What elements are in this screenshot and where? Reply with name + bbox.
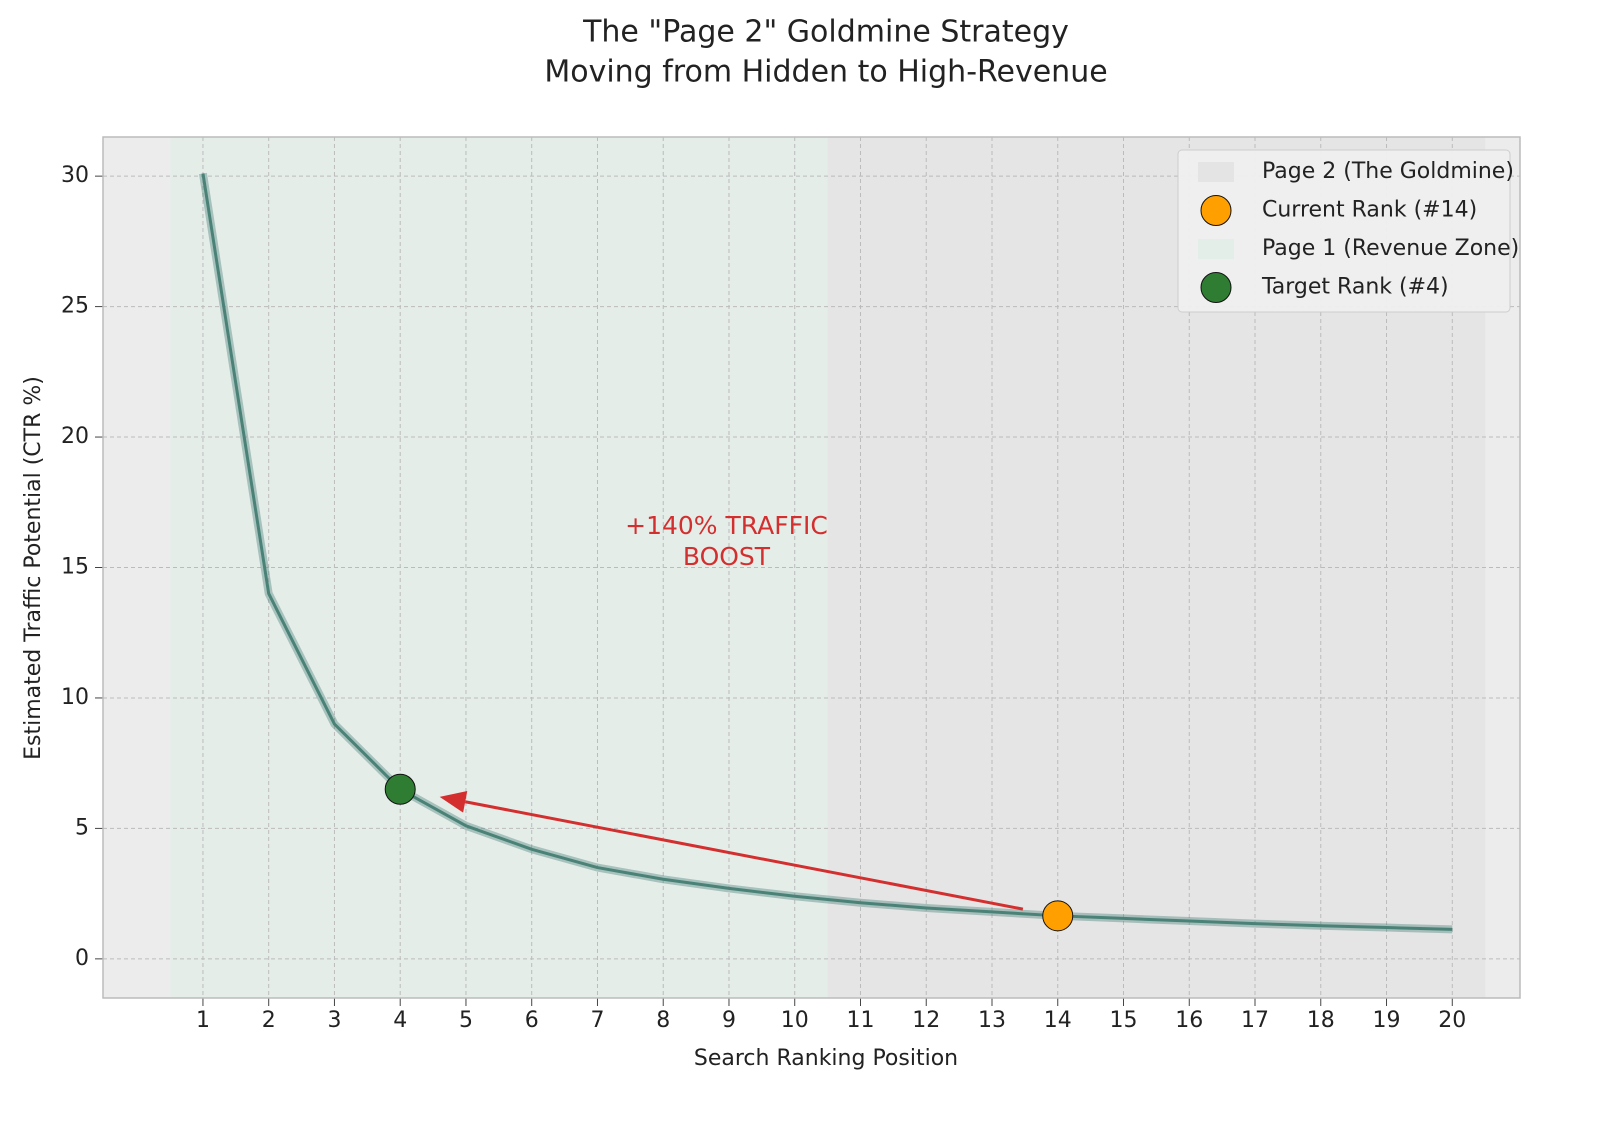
chart-subtitle: Moving from Hidden to High-Revenue xyxy=(544,55,1107,90)
legend-marker xyxy=(1200,195,1232,226)
y-tick-label: 15 xyxy=(61,555,89,580)
y-tick-label: 0 xyxy=(75,946,89,971)
x-tick-label: 1 xyxy=(196,1008,210,1033)
arrow-head xyxy=(439,790,468,813)
x-tick-label: 15 xyxy=(1110,1008,1138,1033)
x-tick-label: 2 xyxy=(262,1008,276,1033)
x-tick-label: 13 xyxy=(978,1008,1006,1033)
y-tick-label: 5 xyxy=(75,815,89,840)
x-tick-label: 7 xyxy=(590,1008,604,1033)
x-tick-label: 10 xyxy=(781,1008,809,1033)
legend-label: Target Rank (#4) xyxy=(1261,275,1449,300)
legend-patch xyxy=(1198,239,1234,259)
x-tick-label: 9 xyxy=(722,1008,736,1033)
legend-label: Current Rank (#14) xyxy=(1262,198,1477,223)
x-tick-label: 5 xyxy=(459,1008,473,1033)
x-tick-label: 4 xyxy=(393,1008,407,1033)
legend-label: Page 1 (Revenue Zone) xyxy=(1262,236,1519,261)
y-axis-label: Estimated Traffic Potential (CTR %) xyxy=(21,376,46,760)
x-axis-label: Search Ranking Position xyxy=(694,1046,958,1071)
x-tick-label: 12 xyxy=(912,1008,940,1033)
arrow-shaft xyxy=(464,800,1024,911)
y-tick-label: 30 xyxy=(61,163,89,188)
x-tick-label: 6 xyxy=(525,1008,539,1033)
x-tick-label: 14 xyxy=(1044,1008,1072,1033)
legend-box xyxy=(1177,149,1511,313)
x-tick-label: 8 xyxy=(656,1008,670,1033)
point xyxy=(384,773,416,805)
y-tick-label: 20 xyxy=(61,424,89,449)
legend-patch xyxy=(1198,162,1234,182)
legend-label: Page 2 (The Goldmine) xyxy=(1262,159,1514,184)
x-tick-label: 3 xyxy=(327,1008,341,1033)
y-tick-label: 10 xyxy=(61,685,89,710)
x-tick-label: 20 xyxy=(1438,1008,1466,1033)
y-tick-label: 25 xyxy=(61,294,89,319)
x-tick-label: 17 xyxy=(1241,1008,1269,1033)
x-tick-label: 11 xyxy=(846,1008,874,1033)
annotation: +140% TRAFFIC xyxy=(625,511,828,540)
legend-marker xyxy=(1200,272,1232,303)
point xyxy=(1042,900,1074,932)
annotation: BOOST xyxy=(683,542,771,571)
x-tick-label: 16 xyxy=(1175,1008,1203,1033)
chart-title: The "Page 2" Goldmine Strategy xyxy=(582,15,1069,50)
x-tick-label: 18 xyxy=(1307,1008,1335,1033)
x-tick-label: 19 xyxy=(1373,1008,1401,1033)
plot-frame xyxy=(102,136,1521,999)
